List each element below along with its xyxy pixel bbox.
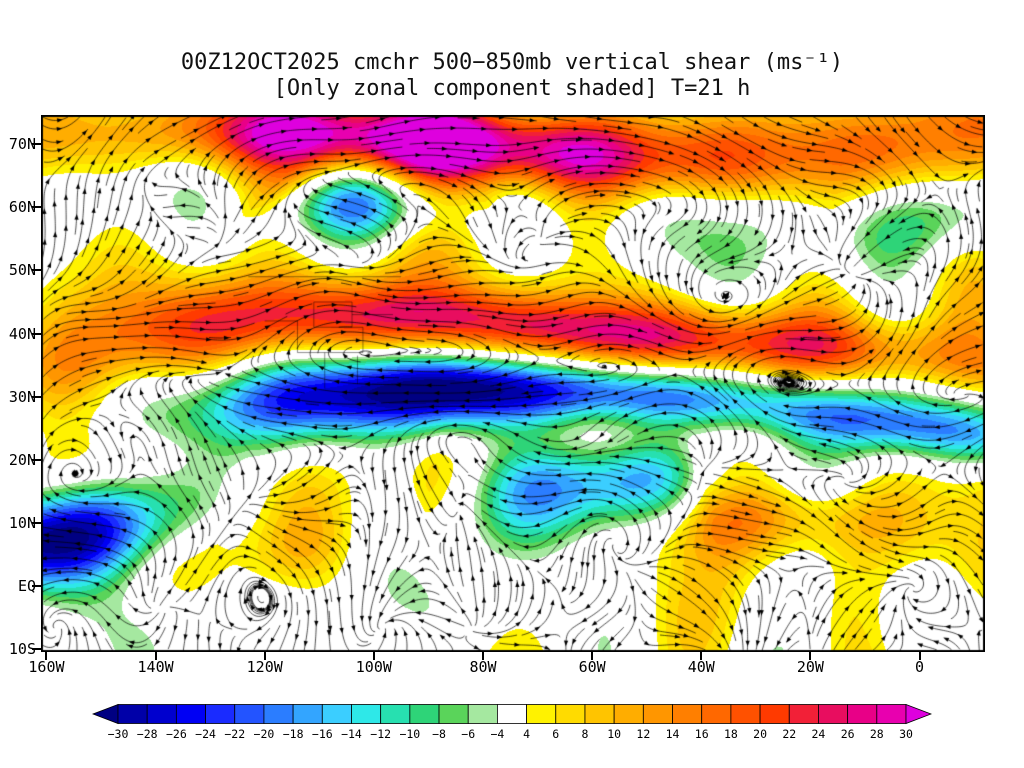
y-tick-mark <box>32 648 41 651</box>
colorbar-segment <box>730 704 761 724</box>
colorbar-segment <box>292 704 323 724</box>
y-tick-label: 10S <box>8 640 36 659</box>
x-tick-mark <box>372 652 375 660</box>
y-tick-mark <box>32 522 41 525</box>
colorbar-segment <box>672 704 703 724</box>
colorbar-segment <box>438 704 469 724</box>
y-tick-label: EQ <box>17 577 36 596</box>
colorbar-tick-label: −22 <box>224 727 245 741</box>
x-tick-mark <box>809 652 812 660</box>
streamline-map-canvas <box>41 115 985 652</box>
colorbar-segment <box>380 704 411 724</box>
colorbar-segment <box>701 704 732 724</box>
y-tick-mark <box>32 395 41 398</box>
colorbar-segment <box>642 704 673 724</box>
colorbar-tick-label: −30 <box>108 727 129 741</box>
y-tick-label: 10N <box>8 514 36 533</box>
colorbar-tick-label: 6 <box>552 727 559 741</box>
colorbar-segment <box>818 704 849 724</box>
colorbar-segment <box>146 704 177 724</box>
colorbar-tick-label: 24 <box>812 727 826 741</box>
colorbar-segment <box>351 704 382 724</box>
chart-title: 00Z12OCT2025 cmchr 500−850mb vertical sh… <box>180 50 844 75</box>
x-tick-mark <box>45 652 48 660</box>
x-tick-label: 140W <box>137 658 174 676</box>
x-tick-label: 40W <box>687 658 715 676</box>
colorbar-tick-label: −18 <box>283 727 304 741</box>
colorbar-segment <box>584 704 615 724</box>
x-tick-label: 60W <box>578 658 606 676</box>
colorbar-tick-label: 16 <box>695 727 709 741</box>
colorbar-tick-label: 20 <box>753 727 767 741</box>
colorbar-tick-label: −24 <box>195 727 216 741</box>
colorbar-segment <box>409 704 440 724</box>
colorbar-segment <box>555 704 586 724</box>
colorbar-segment <box>759 704 790 724</box>
x-tick-mark <box>700 652 703 660</box>
x-tick-label: 20W <box>796 658 824 676</box>
colorbar-segment <box>497 704 527 724</box>
chart-subtitle: [Only zonal component shaded] T=21 h <box>273 76 751 101</box>
x-tick-mark <box>481 652 484 660</box>
y-tick-mark <box>32 269 41 272</box>
y-tick-label: 40N <box>8 324 36 343</box>
colorbar-right-arrow <box>905 704 932 725</box>
colorbar-tick-label: −26 <box>166 727 187 741</box>
colorbar-segment <box>175 704 206 724</box>
colorbar-tick-label: −8 <box>432 727 446 741</box>
x-tick-mark <box>918 652 921 660</box>
y-tick-label: 30N <box>8 387 36 406</box>
colorbar-tick-label: −12 <box>370 727 391 741</box>
y-tick-mark <box>32 206 41 209</box>
colorbar-tick-label: 12 <box>636 727 650 741</box>
y-tick-mark <box>32 332 41 335</box>
x-tick-mark <box>591 652 594 660</box>
colorbar-tick-label: 14 <box>666 727 680 741</box>
colorbar-segment <box>263 704 294 724</box>
y-tick-label: 60N <box>8 198 36 217</box>
colorbar-segment <box>876 704 907 724</box>
colorbar-segment <box>117 704 148 724</box>
colorbar-tick-label: 26 <box>841 727 855 741</box>
colorbar-tick-label: −28 <box>137 727 158 741</box>
colorbar-tick-label: −10 <box>399 727 420 741</box>
colorbar-tick-label: 4 <box>523 727 530 741</box>
colorbar-segment <box>788 704 819 724</box>
colorbar-tick-label: 28 <box>870 727 884 741</box>
y-tick-mark <box>32 585 41 588</box>
colorbar-tick-label: −14 <box>341 727 362 741</box>
colorbar-tick-label: 30 <box>899 727 913 741</box>
x-tick-mark <box>154 652 157 660</box>
x-tick-label: 0 <box>915 658 925 676</box>
x-tick-label: 80W <box>469 658 497 676</box>
x-tick-label: 160W <box>28 658 65 676</box>
colorbar-legend: −30 −28 −26 −24 −22 −20 −18 −16 −14 −12 −10 −8 −6 −4 4… <box>92 704 932 741</box>
colorbar-tick-label: −20 <box>254 727 275 741</box>
y-tick-label: 20N <box>8 450 36 469</box>
y-tick-label: 50N <box>8 261 36 280</box>
y-tick-mark <box>32 458 41 461</box>
colorbar-segment <box>613 704 644 724</box>
x-tick-label: 100W <box>355 658 392 676</box>
colorbar-tick-label: −16 <box>312 727 333 741</box>
x-tick-mark <box>263 652 266 660</box>
colorbar-tick-label: 10 <box>607 727 621 741</box>
colorbar-segment <box>321 704 352 724</box>
x-tick-label: 120W <box>246 658 283 676</box>
y-tick-mark <box>32 143 41 146</box>
colorbar-segment <box>234 704 265 724</box>
y-tick-label: 70N <box>8 135 36 154</box>
colorbar-tick-label: −4 <box>490 727 504 741</box>
colorbar-tick-label: 8 <box>581 727 588 741</box>
colorbar-segment <box>847 704 878 724</box>
colorbar-segment <box>467 704 498 724</box>
colorbar-tick-label: −6 <box>461 727 475 741</box>
colorbar-tick-label: 18 <box>724 727 738 741</box>
colorbar-left-arrow <box>92 704 119 725</box>
colorbar-segment <box>526 704 557 724</box>
colorbar-tick-label: 22 <box>782 727 796 741</box>
colorbar-segment <box>205 704 236 724</box>
